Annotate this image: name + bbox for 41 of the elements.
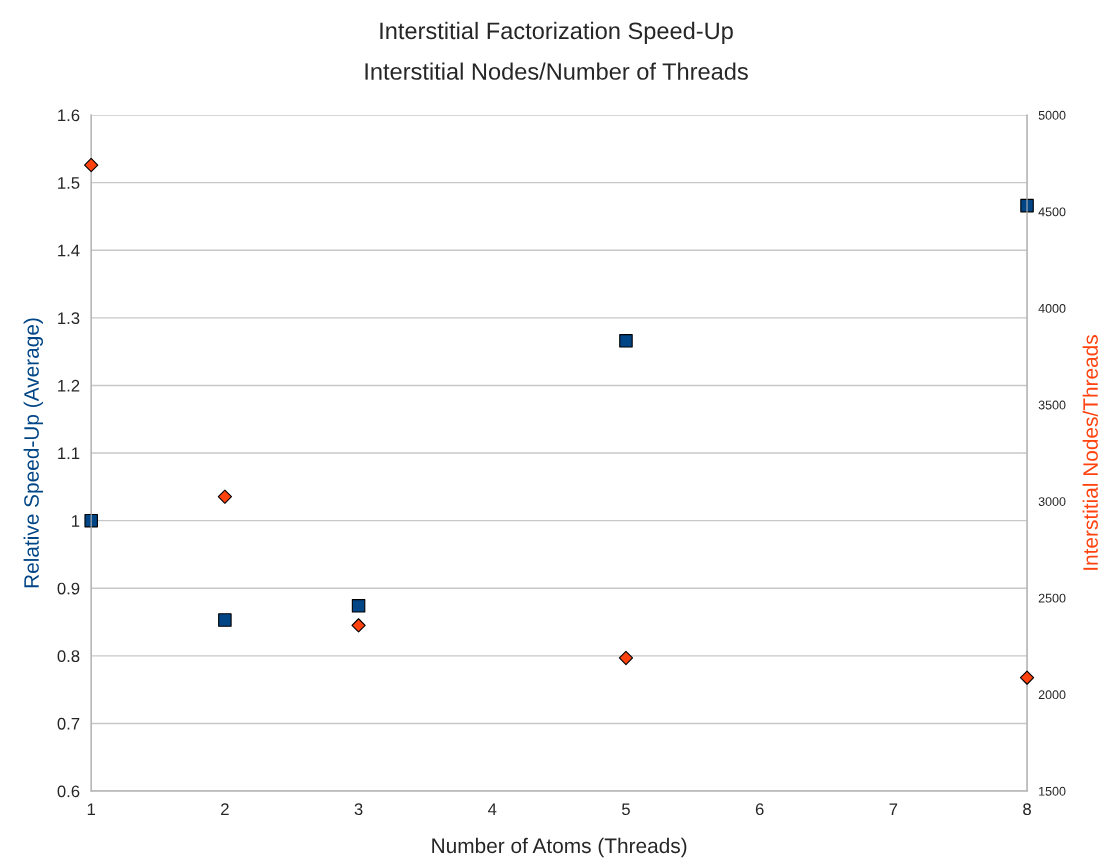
- y2-axis-title: Interstitial Nodes/Threads: [1082, 335, 1098, 570]
- x-tick-label: 8: [1023, 803, 1031, 816]
- y-tick-label: 0.9: [57, 582, 80, 595]
- y-tick-label: 0.7: [57, 717, 80, 730]
- point: [351, 599, 366, 613]
- y2-tick-label: 1500: [1039, 786, 1066, 796]
- chart-title: Interstitial Factorization Speed-Up: [380, 21, 733, 44]
- x-tick-label: 2: [221, 803, 229, 815]
- point: [84, 157, 99, 173]
- point: [618, 650, 634, 666]
- x-tick-label: 4: [488, 803, 497, 815]
- y2-tick-label: 3500: [1038, 400, 1066, 410]
- x-tick-label: 1: [87, 803, 96, 815]
- y2-tick-label: 2500: [1038, 593, 1066, 603]
- point: [217, 489, 233, 504]
- x-tick-label: 6: [755, 803, 764, 816]
- y-axis-title: Relative Speed-Up (Average): [23, 318, 44, 588]
- point: [218, 613, 232, 627]
- y-tick-label: 1.2: [58, 379, 80, 392]
- point: [1019, 670, 1035, 685]
- x-tick-label: 3: [354, 803, 363, 816]
- x-tick-label: 7: [889, 803, 898, 815]
- point: [619, 334, 633, 348]
- point: [351, 618, 366, 633]
- y-tick-label: 0.8: [57, 650, 80, 663]
- y2-tick-label: 2000: [1038, 690, 1066, 700]
- y-tick-label: 0.6: [57, 785, 80, 798]
- x-tick-label: 5: [621, 803, 630, 816]
- point: [84, 513, 98, 528]
- y2-tick-label: 3000: [1038, 497, 1066, 506]
- y-tick-label: 1.4: [58, 244, 80, 257]
- y-tick-label: 1: [72, 515, 80, 527]
- y-tick-label: 1.6: [58, 109, 80, 122]
- x-axis-title: Number of Atoms (Threads): [432, 837, 687, 858]
- y-tick-label: 1.5: [58, 177, 80, 189]
- y2-tick-label: 5000: [1038, 110, 1066, 120]
- y-tick-label: 1.1: [58, 447, 80, 460]
- y2-tick-label: 4500: [1038, 207, 1066, 217]
- y-tick-label: 1.3: [58, 312, 80, 325]
- chart-subtitle: Interstitial Nodes/Number of Threads: [365, 62, 748, 80]
- y2-tick-label: 4000: [1038, 303, 1066, 313]
